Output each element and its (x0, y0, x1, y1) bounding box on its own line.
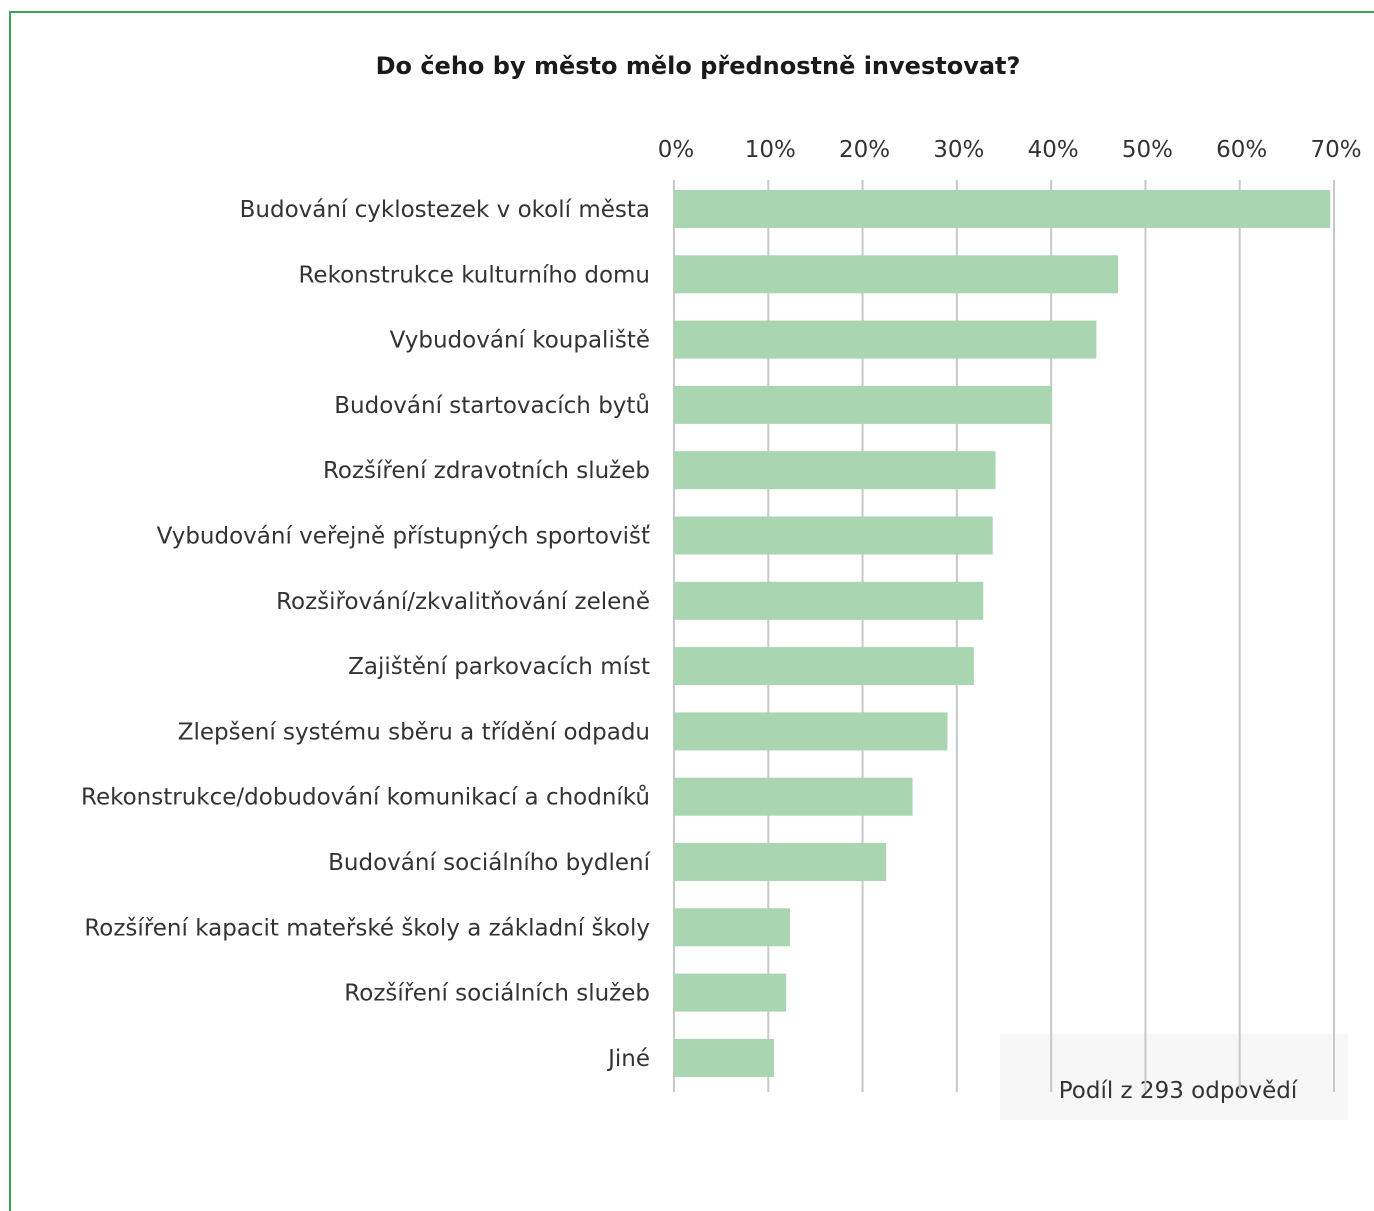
bar (674, 255, 1119, 294)
bar (674, 647, 974, 686)
category-label: Jiné (606, 1046, 650, 1072)
category-label: Budování startovacích bytů (334, 392, 650, 419)
x-tick-label: 20% (839, 137, 890, 163)
x-tick-label: 70% (1310, 137, 1361, 163)
category-label: Rekonstrukce/dobudování komunikací a cho… (81, 784, 650, 811)
category-labels: Budování cyklostezek v okolí města Rekons… (81, 197, 651, 1072)
bar (674, 973, 787, 1012)
chart-title: Do čeho by město mělo přednostně investo… (375, 52, 1021, 80)
category-label: Rozšíření kapacit mateřské školy a zákla… (84, 915, 650, 941)
x-tick-label: 10% (745, 137, 796, 163)
category-label: Rozšiřování/zkvalitňování zeleně (276, 589, 650, 615)
bar (674, 1038, 774, 1077)
category-label: Rozšíření sociálních služeb (344, 981, 650, 1007)
x-tick-label: 0% (658, 137, 695, 163)
bar (674, 320, 1097, 359)
note-box (1000, 1034, 1348, 1120)
bar (674, 385, 1053, 424)
category-label: Vybudování veřejně přístupných sportoviš… (157, 524, 650, 550)
bar (674, 843, 887, 881)
x-tick-label: 40% (1028, 137, 1079, 163)
bars (674, 190, 1331, 1077)
x-tick-label: 30% (933, 137, 984, 163)
category-label: Rekonstrukce kulturního domu (298, 262, 650, 288)
category-label: Zajištění parkovacích míst (348, 654, 650, 680)
grid-lines (673, 180, 1335, 1092)
x-tick-label: 60% (1216, 137, 1267, 163)
bar-chart: Budování cyklostezek v okolí města Rekons… (81, 137, 1362, 1092)
note-text: Podíl z 293 odpovědí (1058, 1078, 1298, 1104)
bar (674, 908, 790, 947)
bar (674, 516, 993, 555)
category-label: Vybudování koupaliště (390, 328, 650, 354)
x-tick-label: 50% (1122, 137, 1173, 163)
x-axis-ticks: 0% 10% 20% 30% 40% 50% 60% 70% (658, 137, 1362, 163)
chart-frame (9, 11, 1374, 1211)
bar (674, 777, 913, 816)
category-label: Zlepšení systému sběru a třídění odpadu (178, 719, 650, 745)
category-label: Budování sociálního bydlení (328, 850, 650, 876)
bar (674, 190, 1331, 228)
bar (674, 581, 984, 620)
bar (674, 712, 948, 751)
bar (674, 451, 996, 490)
category-label: Rozšíření zdravotních služeb (323, 458, 650, 484)
category-label: Budování cyklostezek v okolí města (240, 197, 650, 223)
